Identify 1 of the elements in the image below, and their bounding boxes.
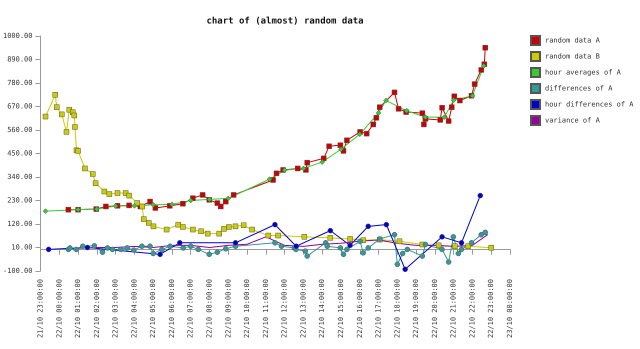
chart-title: chart of (almost) random data (206, 16, 364, 26)
